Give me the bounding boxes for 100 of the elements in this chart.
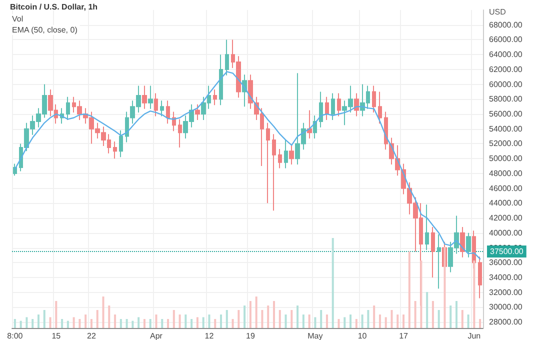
candlestick bbox=[289, 144, 294, 166]
bar bbox=[66, 320, 69, 328]
candlestick bbox=[266, 122, 270, 204]
candlestick bbox=[172, 111, 176, 132]
y-tick-label: 58000.00 bbox=[489, 94, 523, 104]
candlestick bbox=[142, 85, 147, 110]
candlestick bbox=[466, 232, 471, 258]
bar bbox=[384, 317, 387, 328]
bar bbox=[272, 301, 275, 328]
bar bbox=[167, 319, 170, 328]
y-tick-label: 68000.00 bbox=[489, 20, 523, 30]
y-tick-label: 46000.00 bbox=[489, 184, 523, 193]
y-tick-label: 54000.00 bbox=[489, 124, 523, 134]
candlestick bbox=[160, 100, 164, 117]
y-tick-label: 50000.00 bbox=[489, 154, 523, 164]
candlestick bbox=[425, 204, 429, 250]
candlestick bbox=[354, 92, 359, 117]
y-tick-label: 36000.00 bbox=[489, 258, 523, 268]
x-tick-label: 8:00 bbox=[7, 332, 24, 340]
candlestick bbox=[113, 141, 117, 160]
bar bbox=[456, 301, 458, 328]
bar bbox=[37, 314, 40, 328]
x-tick-label: May bbox=[308, 332, 323, 340]
bar bbox=[226, 310, 228, 328]
candlestick bbox=[272, 134, 276, 212]
candlestick bbox=[248, 74, 253, 110]
y-axis-title: USD bbox=[489, 8, 506, 16]
y-tick-label: 42000.00 bbox=[489, 214, 523, 223]
candlestick bbox=[66, 96, 70, 120]
bar bbox=[350, 314, 352, 328]
bar bbox=[344, 317, 346, 328]
bar bbox=[338, 319, 340, 328]
bar bbox=[244, 306, 246, 328]
x-tick-label: Apr bbox=[150, 332, 163, 340]
bar bbox=[314, 317, 316, 328]
bar bbox=[261, 310, 264, 328]
y-tick-label: 48000.00 bbox=[489, 168, 523, 178]
bar bbox=[373, 306, 376, 328]
y-tick-label: 28000.00 bbox=[489, 318, 523, 327]
candlestick bbox=[148, 85, 153, 110]
bar bbox=[249, 301, 252, 328]
candlestick bbox=[325, 96, 329, 120]
bar bbox=[438, 310, 440, 328]
bar bbox=[479, 319, 482, 328]
bar bbox=[161, 319, 164, 328]
bar bbox=[132, 320, 134, 328]
candlestick bbox=[460, 226, 465, 258]
bar bbox=[96, 310, 98, 328]
ref-line-label: 37500.00 bbox=[490, 246, 524, 256]
x-tick-label: 15 bbox=[52, 332, 62, 340]
candlestick bbox=[195, 104, 200, 120]
candlestick bbox=[313, 115, 317, 140]
x-tick-label: Jun bbox=[468, 332, 481, 340]
y-tick-label: 66000.00 bbox=[489, 35, 523, 44]
y-tick-label: 34000.00 bbox=[489, 272, 523, 282]
y-tick-label: 60000.00 bbox=[489, 80, 523, 89]
bar bbox=[120, 319, 122, 328]
bar bbox=[284, 314, 287, 328]
candlestick bbox=[478, 256, 482, 299]
candlestick bbox=[219, 54, 223, 106]
bar bbox=[102, 296, 104, 328]
bar bbox=[332, 238, 334, 328]
candlestick bbox=[372, 85, 376, 114]
x-tick-label: 22 bbox=[87, 332, 96, 340]
annotation: EMA (50, close, 0) bbox=[12, 26, 78, 34]
bar bbox=[220, 314, 222, 328]
candlestick bbox=[154, 92, 158, 117]
bar bbox=[302, 314, 304, 328]
bar bbox=[320, 310, 322, 328]
bar bbox=[390, 310, 393, 328]
bar bbox=[326, 314, 328, 328]
bar bbox=[26, 317, 28, 328]
bar bbox=[126, 319, 128, 328]
bar bbox=[155, 314, 158, 328]
bar bbox=[114, 314, 116, 328]
candlestick bbox=[319, 91, 323, 128]
y-tick-label: 62000.00 bbox=[489, 64, 523, 74]
bar bbox=[214, 319, 216, 328]
bar bbox=[61, 319, 64, 328]
bar bbox=[190, 319, 193, 328]
bar bbox=[149, 319, 152, 328]
bar bbox=[143, 319, 146, 328]
bar bbox=[361, 314, 364, 328]
bar bbox=[408, 252, 410, 328]
bar bbox=[55, 301, 58, 328]
y-tick-label: 56000.00 bbox=[489, 110, 523, 119]
bar bbox=[178, 314, 181, 328]
bar bbox=[14, 319, 16, 328]
y-tick-label: 30000.00 bbox=[489, 302, 523, 312]
x-tick-label: 19 bbox=[246, 332, 256, 340]
candlestick bbox=[284, 140, 288, 169]
bar bbox=[450, 306, 452, 328]
bar bbox=[290, 310, 293, 328]
x-tick-label: 17 bbox=[399, 332, 409, 340]
bar bbox=[108, 306, 110, 328]
y-tick-label: 32000.00 bbox=[489, 288, 523, 297]
bar bbox=[308, 314, 310, 328]
bar bbox=[467, 314, 470, 328]
bar bbox=[202, 317, 204, 328]
bar bbox=[296, 306, 299, 328]
